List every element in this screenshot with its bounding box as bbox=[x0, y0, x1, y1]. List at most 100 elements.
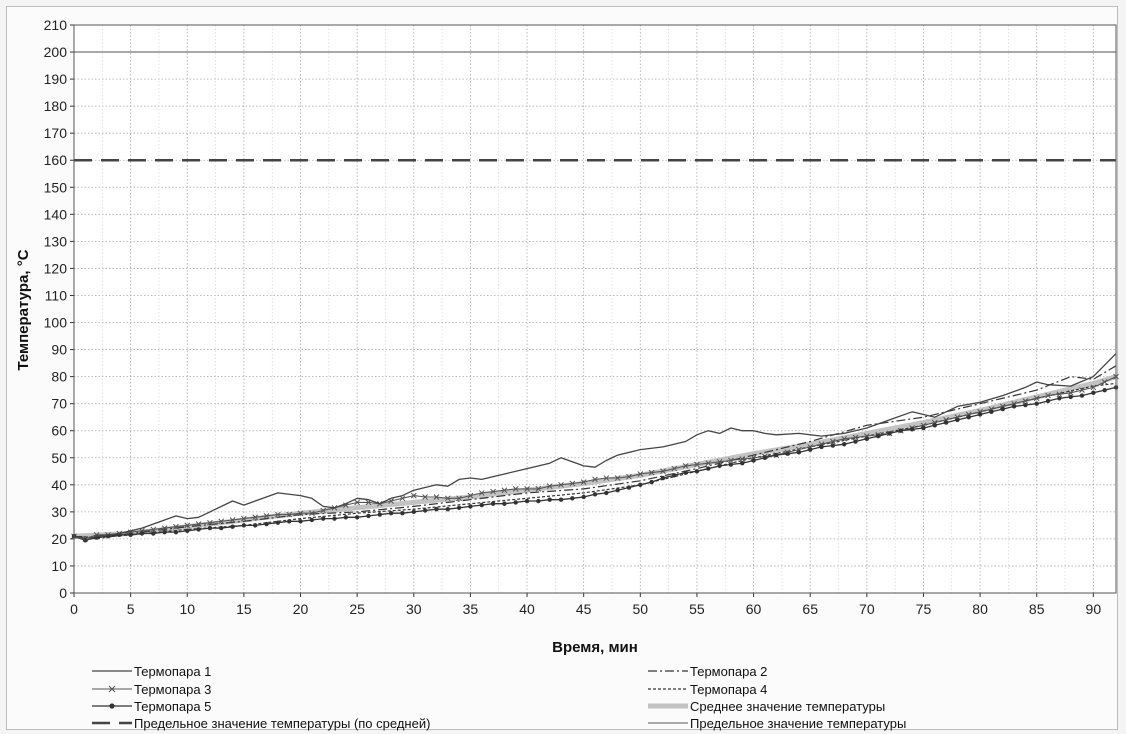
series-5-point bbox=[230, 524, 235, 529]
y-tick-label: 0 bbox=[59, 585, 67, 601]
y-tick-label: 190 bbox=[44, 71, 68, 87]
axes bbox=[70, 24, 1117, 597]
series-5-point bbox=[626, 485, 632, 490]
x-tick-label: 70 bbox=[859, 601, 875, 617]
series-5-point bbox=[298, 519, 303, 524]
series-5-point bbox=[128, 532, 133, 538]
series-5-point bbox=[173, 529, 179, 535]
series-3-point bbox=[614, 475, 621, 481]
series-3-point bbox=[410, 492, 417, 499]
series-3-point bbox=[558, 481, 564, 488]
series-5-point bbox=[638, 482, 643, 488]
series-5-point bbox=[581, 494, 586, 500]
series-5-point bbox=[196, 527, 201, 532]
series-5-point bbox=[977, 412, 983, 417]
tick-labels: 0102030405060708090100110120130140150160… bbox=[44, 17, 1102, 617]
series-5-point bbox=[490, 501, 496, 506]
series-5-point bbox=[456, 505, 462, 510]
series-5-point bbox=[502, 501, 507, 506]
plot-area bbox=[74, 25, 1116, 593]
series-5-point bbox=[253, 523, 258, 528]
series-3-point bbox=[161, 525, 168, 531]
series-3-point bbox=[1033, 395, 1040, 402]
y-tick-label: 40 bbox=[51, 477, 67, 493]
plot-border bbox=[73, 24, 1117, 594]
series-5-point bbox=[332, 516, 337, 521]
series-5-point bbox=[536, 498, 541, 504]
series-3-point bbox=[467, 492, 474, 499]
series-3-point bbox=[478, 490, 485, 496]
legend: Термопара 1 Термопара 2 Термопара 3 Термопа… bbox=[92, 664, 906, 731]
series-5-point bbox=[366, 513, 371, 519]
series-5-point bbox=[320, 516, 326, 521]
series-3-point bbox=[728, 457, 734, 464]
series-5-point bbox=[1102, 387, 1107, 393]
series-5-point bbox=[570, 496, 575, 501]
series-4-legend-label: Термопара 4 bbox=[690, 682, 767, 697]
grid bbox=[73, 24, 1116, 594]
series-5-point bbox=[139, 531, 145, 536]
x-tick-label: 50 bbox=[633, 601, 649, 617]
series-3-point bbox=[716, 458, 723, 465]
series-5-point bbox=[422, 508, 428, 513]
series-3-point bbox=[580, 479, 587, 485]
series-3-point bbox=[694, 461, 700, 468]
series-3-point bbox=[1067, 389, 1074, 396]
series-5-point bbox=[219, 525, 224, 531]
x-tick-label: 30 bbox=[406, 601, 422, 617]
y-tick-label: 30 bbox=[51, 504, 67, 520]
x-tick-label: 65 bbox=[802, 601, 818, 617]
series-5-point bbox=[841, 442, 847, 447]
series-3-point bbox=[852, 434, 859, 441]
series-3-point bbox=[1079, 387, 1085, 393]
series-5-point bbox=[1057, 396, 1062, 401]
series-3-point bbox=[184, 522, 191, 529]
series-5-point bbox=[898, 428, 904, 433]
series-5-point bbox=[1091, 390, 1096, 396]
series-5-point bbox=[445, 506, 450, 512]
series-3-point bbox=[1022, 398, 1029, 404]
series-5-point bbox=[694, 469, 700, 474]
series-3-point bbox=[1056, 391, 1063, 398]
series-7-legend-label: Предельное значение температуры (по сред… bbox=[134, 716, 430, 731]
series-5-point bbox=[388, 511, 394, 516]
series-5-point bbox=[615, 488, 620, 493]
series-5-point bbox=[468, 504, 473, 509]
y-tick-label: 70 bbox=[51, 396, 67, 412]
x-tick-label: 75 bbox=[916, 601, 932, 617]
series-5-point bbox=[740, 460, 745, 466]
series-5-point bbox=[354, 515, 360, 520]
series-5-point bbox=[275, 520, 281, 525]
series-3-point bbox=[297, 510, 304, 517]
series-3-point bbox=[626, 473, 632, 480]
x-tick-label: 0 bbox=[70, 601, 78, 617]
series-5-point bbox=[377, 512, 383, 517]
series-6-legend-label: Среднее значение температуры bbox=[690, 699, 885, 714]
series-3-point bbox=[592, 476, 598, 483]
series-3-point bbox=[275, 511, 281, 518]
series-3-point bbox=[705, 460, 712, 467]
series-3-point bbox=[829, 438, 836, 445]
series-5-point bbox=[207, 525, 213, 531]
series-3-point bbox=[1101, 379, 1108, 385]
series-5-point bbox=[683, 470, 688, 475]
series-1-legend-label: Термопара 1 bbox=[134, 664, 211, 679]
y-tick-label: 60 bbox=[51, 423, 67, 439]
x-tick-label: 60 bbox=[746, 601, 762, 617]
y-tick-label: 160 bbox=[44, 152, 68, 168]
series-5-point bbox=[1034, 401, 1039, 406]
series-5-point bbox=[513, 500, 518, 505]
series-3-point bbox=[252, 514, 259, 521]
series-3-point bbox=[173, 523, 179, 530]
series-5-point bbox=[241, 523, 247, 528]
series-5-point bbox=[524, 498, 530, 504]
series-2-legend-label: Термопара 2 bbox=[690, 664, 767, 679]
y-tick-label: 50 bbox=[51, 450, 67, 466]
series-5-point bbox=[672, 473, 677, 478]
series-5-point bbox=[717, 463, 722, 469]
x-tick-label: 35 bbox=[463, 601, 479, 617]
series-3-point bbox=[207, 519, 213, 526]
series-3-point bbox=[648, 469, 655, 476]
x-tick-label: 20 bbox=[293, 601, 309, 617]
